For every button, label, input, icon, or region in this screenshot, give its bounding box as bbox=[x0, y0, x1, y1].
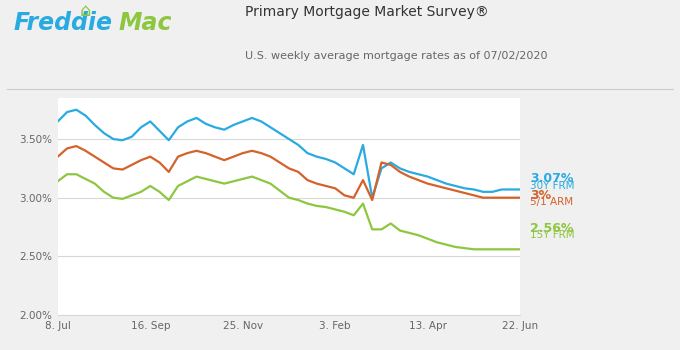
Text: 3.07%: 3.07% bbox=[530, 173, 574, 186]
Text: 30Y FRM: 30Y FRM bbox=[530, 181, 575, 191]
Text: Primary Mortgage Market Survey®: Primary Mortgage Market Survey® bbox=[245, 5, 488, 19]
Text: 2.56%: 2.56% bbox=[530, 222, 574, 235]
Text: 15Y FRM: 15Y FRM bbox=[530, 230, 575, 240]
Text: 5/1 ARM: 5/1 ARM bbox=[530, 197, 573, 208]
Text: ⌂: ⌂ bbox=[80, 2, 90, 20]
Text: Freddie: Freddie bbox=[14, 10, 113, 35]
Text: 3%: 3% bbox=[530, 189, 551, 202]
Text: Mac: Mac bbox=[119, 10, 173, 35]
Text: U.S. weekly average mortgage rates as of 07/02/2020: U.S. weekly average mortgage rates as of… bbox=[245, 51, 547, 61]
